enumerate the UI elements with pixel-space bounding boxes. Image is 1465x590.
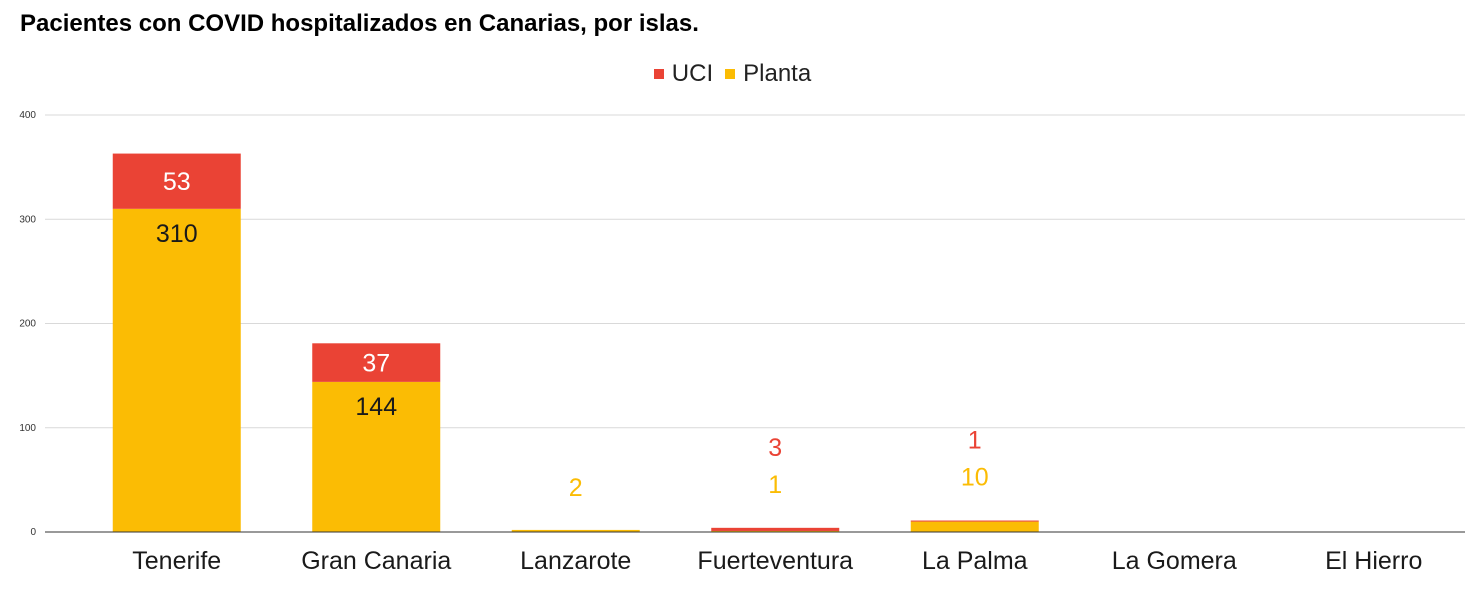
x-tick-label: Lanzarote (520, 547, 631, 575)
legend-label-planta: Planta (743, 60, 812, 87)
chart-title: Pacientes con COVID hospitalizados en Ca… (20, 10, 699, 37)
bar-uci (312, 343, 441, 382)
data-label-planta: 10 (961, 464, 989, 492)
bar-planta (112, 208, 241, 532)
data-label-planta: 2 (569, 474, 583, 502)
legend: UCI Planta (0, 60, 1465, 88)
x-tick-label: La Palma (922, 547, 1028, 575)
data-label-planta: 144 (355, 393, 397, 421)
x-tick-label: El Hierro (1325, 547, 1422, 575)
legend-swatch-uci (653, 69, 664, 79)
legend-swatch-planta (725, 69, 736, 79)
bar-planta (711, 530, 840, 532)
x-tick-label: Gran Canaria (301, 547, 451, 575)
data-label-uci: 3 (768, 434, 782, 462)
y-tick-label: 200 (19, 319, 36, 330)
legend-item-planta: Planta (725, 60, 811, 88)
x-tick-label: Fuerteventura (697, 547, 853, 575)
x-tick-label: La Gomera (1112, 547, 1237, 575)
bar-planta (312, 381, 441, 532)
data-label-uci: 1 (968, 427, 982, 455)
y-tick-label: 300 (19, 214, 36, 225)
x-tick-label: Tenerife (132, 547, 221, 575)
data-label-planta: 310 (156, 220, 198, 248)
y-tick-label: 100 (19, 423, 36, 434)
bar-planta (511, 529, 640, 532)
bar-uci (112, 153, 241, 209)
bar-uci (711, 527, 840, 531)
legend-label-uci: UCI (671, 60, 714, 87)
legend-item-uci: UCI (653, 60, 714, 88)
bar-planta (910, 521, 1039, 532)
y-tick-label: 0 (30, 527, 36, 538)
data-label-uci: 37 (362, 350, 390, 378)
y-tick-label: 400 (19, 110, 36, 121)
bar-uci (910, 520, 1039, 522)
data-label-uci: 53 (163, 168, 191, 196)
data-label-planta: 1 (768, 471, 782, 499)
